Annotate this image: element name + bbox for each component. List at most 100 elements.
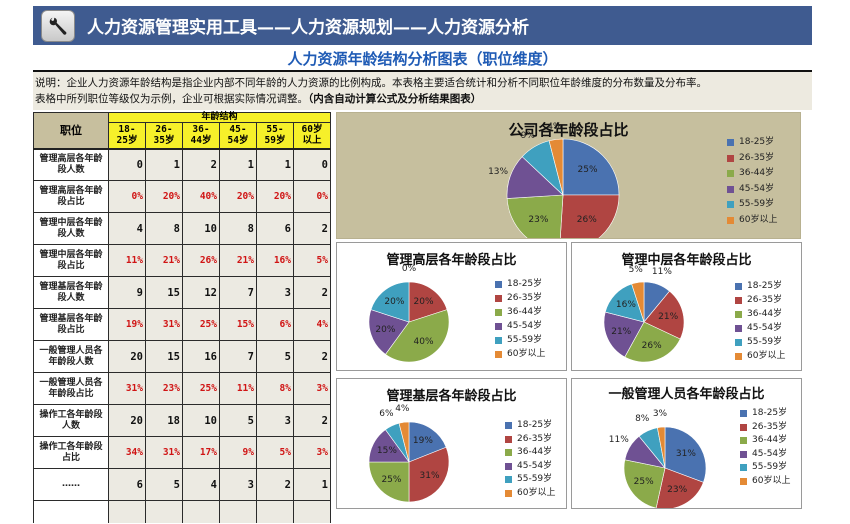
count-cell[interactable]: 15: [145, 276, 183, 309]
pie-slice[interactable]: [655, 467, 704, 508]
count-cell[interactable]: 18: [145, 404, 183, 437]
legend-item[interactable]: 55-59岁: [495, 333, 545, 347]
percentage-cell[interactable]: 0%: [293, 180, 331, 213]
percentage-cell[interactable]: 5%: [293, 244, 331, 277]
count-cell[interactable]: 3: [256, 276, 294, 309]
percentage-cell[interactable]: 17%: [182, 436, 220, 469]
pie-slice[interactable]: [370, 281, 410, 323]
empty-cell[interactable]: [182, 500, 220, 523]
count-cell[interactable]: 16: [182, 340, 220, 373]
count-cell[interactable]: 1: [145, 148, 183, 181]
legend-item[interactable]: 18-25岁: [505, 419, 555, 433]
percentage-cell[interactable]: 31%: [108, 372, 146, 405]
count-cell[interactable]: 0: [293, 148, 331, 181]
pie-slice[interactable]: [643, 290, 685, 340]
count-cell[interactable]: 6: [108, 468, 146, 501]
legend-item[interactable]: 36-44岁: [740, 434, 790, 448]
count-cell[interactable]: 4: [182, 468, 220, 501]
count-cell[interactable]: 20: [108, 340, 146, 373]
percentage-cell[interactable]: 21%: [219, 244, 257, 277]
pie-slice[interactable]: [562, 138, 620, 196]
legend-item[interactable]: 45-54岁: [740, 448, 790, 462]
percentage-cell[interactable]: 20%: [219, 180, 257, 213]
count-cell[interactable]: 7: [219, 340, 257, 373]
pie-slice[interactable]: [408, 281, 448, 323]
count-cell[interactable]: 2: [256, 468, 294, 501]
pie-slice[interactable]: [623, 459, 666, 508]
count-cell[interactable]: 1: [293, 468, 331, 501]
count-cell[interactable]: 2: [293, 276, 331, 309]
percentage-cell[interactable]: 15%: [219, 308, 257, 341]
legend-item[interactable]: 26-35岁: [740, 421, 790, 435]
count-cell[interactable]: 3: [256, 404, 294, 437]
count-cell[interactable]: 8: [219, 212, 257, 245]
count-cell[interactable]: 2: [293, 340, 331, 373]
legend-item[interactable]: 26-35岁: [727, 151, 777, 167]
legend-item[interactable]: 55-59岁: [735, 335, 785, 349]
legend-item[interactable]: 18-25岁: [735, 279, 785, 293]
legend-item[interactable]: 18-25岁: [495, 277, 545, 291]
legend-item[interactable]: 45-54岁: [735, 321, 785, 335]
percentage-cell[interactable]: 3%: [293, 436, 331, 469]
pie-slice[interactable]: [408, 421, 447, 463]
legend-item[interactable]: 60岁以上: [740, 475, 790, 489]
percentage-cell[interactable]: 25%: [182, 372, 220, 405]
count-cell[interactable]: 5: [219, 404, 257, 437]
legend-item[interactable]: 36-44岁: [727, 166, 777, 182]
legend-item[interactable]: 36-44岁: [495, 305, 545, 319]
count-cell[interactable]: 9: [108, 276, 146, 309]
pie-slice[interactable]: [506, 194, 564, 238]
pie-slice[interactable]: [408, 446, 450, 503]
percentage-cell[interactable]: 26%: [182, 244, 220, 277]
percentage-cell[interactable]: 25%: [182, 308, 220, 341]
count-cell[interactable]: 2: [293, 212, 331, 245]
percentage-cell[interactable]: 34%: [108, 436, 146, 469]
percentage-cell[interactable]: 9%: [219, 436, 257, 469]
count-cell[interactable]: 7: [219, 276, 257, 309]
percentage-cell[interactable]: 4%: [293, 308, 331, 341]
count-cell[interactable]: 8: [145, 212, 183, 245]
count-cell[interactable]: 20: [108, 404, 146, 437]
empty-cell[interactable]: [108, 500, 146, 523]
empty-cell[interactable]: [219, 500, 257, 523]
legend-item[interactable]: 60岁以上: [727, 213, 777, 229]
count-cell[interactable]: 2: [182, 148, 220, 181]
legend-item[interactable]: 36-44岁: [735, 307, 785, 321]
legend-item[interactable]: 26-35岁: [735, 293, 785, 307]
pie-slice[interactable]: [664, 426, 707, 483]
legend-item[interactable]: 55-59岁: [505, 473, 555, 487]
pie-slice[interactable]: [559, 194, 620, 238]
percentage-cell[interactable]: 20%: [145, 180, 183, 213]
pie-slice[interactable]: [657, 426, 666, 469]
percentage-cell[interactable]: 3%: [293, 372, 331, 405]
count-cell[interactable]: 1: [256, 148, 294, 181]
legend-item[interactable]: 18-25岁: [740, 407, 790, 421]
count-cell[interactable]: 0: [108, 148, 146, 181]
count-cell[interactable]: 15: [145, 340, 183, 373]
legend-item[interactable]: 45-54岁: [727, 182, 777, 198]
percentage-cell[interactable]: 16%: [256, 244, 294, 277]
legend-item[interactable]: 26-35岁: [495, 291, 545, 305]
percentage-cell[interactable]: 20%: [256, 180, 294, 213]
count-cell[interactable]: 5: [256, 340, 294, 373]
percentage-cell[interactable]: 19%: [108, 308, 146, 341]
count-cell[interactable]: 5: [145, 468, 183, 501]
count-cell[interactable]: 4: [108, 212, 146, 245]
pie-slice[interactable]: [603, 311, 645, 358]
empty-cell[interactable]: [145, 500, 183, 523]
legend-item[interactable]: 36-44岁: [505, 446, 555, 460]
percentage-cell[interactable]: 8%: [256, 372, 294, 405]
percentage-cell[interactable]: 6%: [256, 308, 294, 341]
count-cell[interactable]: 10: [182, 212, 220, 245]
legend-item[interactable]: 45-54岁: [505, 460, 555, 474]
percentage-cell[interactable]: 21%: [145, 244, 183, 277]
pie-slice[interactable]: [398, 421, 410, 463]
count-cell[interactable]: 12: [182, 276, 220, 309]
percentage-cell[interactable]: 23%: [145, 372, 183, 405]
pie-slice[interactable]: [631, 281, 645, 323]
legend-item[interactable]: 60岁以上: [735, 349, 785, 363]
count-cell[interactable]: 6: [256, 212, 294, 245]
pie-slice[interactable]: [385, 309, 450, 363]
count-cell[interactable]: 10: [182, 404, 220, 437]
legend-item[interactable]: 55-59岁: [740, 461, 790, 475]
